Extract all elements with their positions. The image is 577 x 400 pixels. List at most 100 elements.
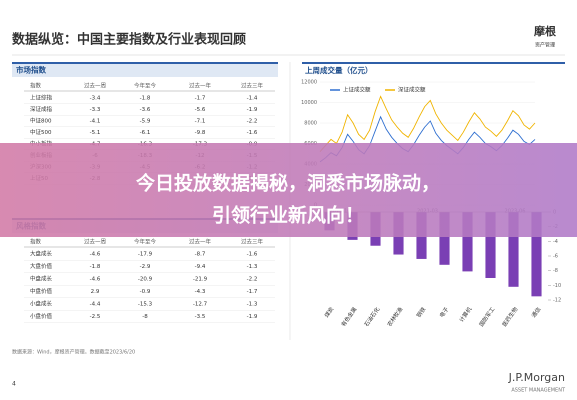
y-tick-label: 10000 [301, 100, 317, 106]
cell-value: -4.3 [195, 289, 206, 295]
x-tick-label: 计算机 [457, 305, 473, 324]
y-tick-label: -12 [553, 298, 561, 304]
chart-title: 上周成交量（亿元） [305, 65, 373, 75]
column-header: 过去三年 [241, 238, 264, 246]
cell-value: -1.4 [247, 96, 258, 102]
brand: J.P.Morgan [508, 371, 565, 384]
cell-value: -7.1 [195, 119, 206, 125]
bar [508, 212, 519, 287]
row-label: 大盘价值 [30, 262, 53, 270]
volume-line [319, 95, 536, 153]
cell-value: -3.5 [195, 314, 206, 320]
cell-value: -3.4 [90, 96, 101, 102]
cell-value: -5.9 [140, 119, 151, 125]
bar [439, 212, 450, 265]
x-tick-label: 电子 [437, 305, 450, 319]
source-note: 数据来源：Wind，摩根资产管理。数据截至2023/6/20 [12, 349, 135, 356]
banner-line: 今日投放数据揭秘，洞悉市场脉动， [135, 172, 440, 195]
x-tick-label: 国防军工 [477, 305, 496, 328]
cell-value: -2.5 [90, 314, 101, 320]
cell-value: -1.3 [247, 264, 258, 270]
cell-value: -2.2 [247, 277, 258, 283]
cell-value: -15.3 [138, 302, 153, 308]
banner [0, 143, 577, 237]
row-label: 中盘价值 [30, 287, 53, 295]
section-accent [302, 62, 565, 64]
column-header: 指数 [30, 82, 42, 90]
x-tick-label: 钢铁 [414, 305, 427, 319]
row-label: 中盘成长 [30, 275, 53, 283]
x-tick-label: 煤炭 [322, 305, 335, 319]
cell-value: -1.7 [247, 289, 258, 295]
cell-value: -3.6 [140, 107, 151, 113]
cell-value: -6.1 [140, 130, 151, 136]
bar [531, 212, 542, 297]
page-title: 数据纵览：中国主要指数及行业表现回顾 [12, 32, 246, 48]
cell-value: -12.7 [193, 302, 208, 308]
row-label: 大盘成长 [30, 250, 53, 258]
cell-value: -4.1 [90, 119, 101, 125]
cell-value: -8.7 [195, 252, 206, 258]
column-header: 过去一周 [84, 238, 106, 246]
row-label: 小盘成长 [30, 300, 53, 308]
logo: 摩根 [534, 24, 557, 38]
cell-value: -5.1 [90, 130, 101, 136]
row-label: 中证500 [30, 128, 52, 136]
row-label: 中证800 [30, 117, 52, 125]
column-header: 指数 [30, 238, 42, 246]
row-label: 深证成指 [30, 105, 53, 113]
y-tick-label: -10 [553, 283, 561, 289]
cell-value: -4.6 [90, 277, 101, 283]
x-tick-label: 医药生物 [500, 305, 519, 328]
cell-value: -4.6 [90, 252, 101, 258]
cell-value: -9.8 [195, 130, 206, 136]
cell-value: -1.6 [247, 252, 258, 258]
cell-value: -1.8 [140, 96, 151, 102]
cell-value: -17.9 [138, 252, 153, 258]
brand-sub: ASSET MANAGEMENT [511, 388, 566, 394]
cell-value: -1.9 [247, 107, 258, 113]
section-title: 市场指数 [16, 65, 46, 75]
cell-value: -2.2 [247, 119, 258, 125]
banner-line: 引领行业新风向！ [212, 204, 364, 227]
page-number: 4 [12, 381, 16, 388]
cell-value: -8 [142, 314, 148, 320]
cell-value: -20.9 [138, 277, 153, 283]
cell-value: -1.9 [247, 314, 258, 320]
cell-value: -1.3 [247, 302, 258, 308]
x-tick-label: 农林牧渔 [385, 305, 404, 328]
x-tick-label: 石油石化 [362, 305, 381, 328]
column-header: 过去一年 [189, 238, 212, 246]
row-label: 上证综指 [30, 94, 53, 102]
legend-label: 深证成交额 [398, 86, 426, 94]
cell-value: -1.8 [90, 264, 101, 270]
bar [485, 212, 496, 278]
y-tick-label: -8 [553, 268, 558, 274]
x-tick-label: 通信 [529, 305, 542, 319]
row-label: 小盘价值 [30, 312, 53, 320]
column-header: 今年至今 [134, 238, 157, 246]
column-header: 过去一周 [84, 82, 106, 90]
column-header: 过去三年 [241, 82, 264, 90]
cell-value: -2.9 [140, 264, 151, 270]
cell-value: -0.9 [140, 289, 151, 295]
cell-value: -1.7 [195, 96, 206, 102]
cell-value: -21.9 [193, 277, 208, 283]
column-header: 今年至今 [134, 82, 157, 90]
cell-value: -9.4 [195, 264, 206, 270]
y-tick-label: 8000 [304, 121, 317, 127]
cell-value: -1.6 [247, 130, 258, 136]
cell-value: -3.3 [90, 107, 101, 113]
column-header: 过去一年 [189, 82, 212, 90]
section-accent [12, 62, 278, 64]
bar [462, 212, 473, 272]
logo-sub: 资产管理 [535, 42, 555, 49]
y-tick-label: 12000 [301, 80, 317, 86]
x-tick-label: 有色金属 [339, 305, 358, 328]
cell-value: 2.9 [91, 289, 100, 295]
y-tick-label: -6 [553, 254, 558, 260]
y-tick-label: -4 [553, 239, 558, 245]
legend-label: 上证成交额 [343, 86, 371, 94]
section-bar [12, 62, 278, 77]
